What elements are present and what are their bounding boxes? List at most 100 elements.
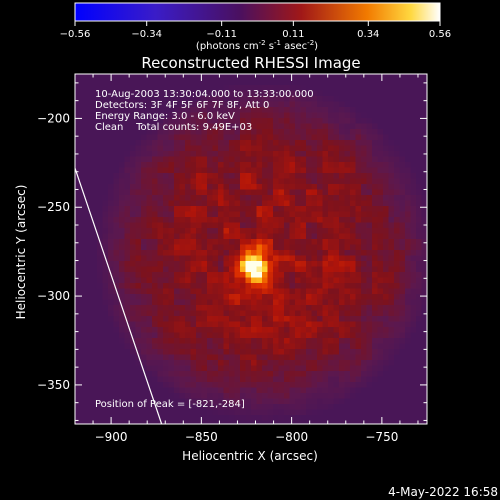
- heatmap-cell: [229, 376, 235, 383]
- heatmap-cell: [311, 294, 318, 300]
- heatmap-cell: [383, 332, 389, 339]
- heatmap-cell: [119, 134, 125, 141]
- heatmap-cell: [130, 288, 136, 295]
- heatmap-cell: [344, 244, 351, 251]
- heatmap-cell: [75, 239, 81, 245]
- heatmap-cell: [91, 211, 98, 218]
- heatmap-cell: [399, 277, 406, 284]
- heatmap-cell: [328, 310, 334, 317]
- heatmap-cell: [273, 90, 279, 97]
- heatmap-cell: [179, 310, 186, 317]
- heatmap-cell: [350, 338, 356, 344]
- heatmap-cell: [339, 107, 345, 113]
- heatmap-cell: [295, 288, 301, 295]
- heatmap-cell: [273, 409, 279, 416]
- heatmap-cell: [388, 387, 395, 394]
- heatmap-cell: [311, 393, 318, 399]
- heatmap-cell: [322, 173, 329, 179]
- heatmap-cell: [289, 327, 296, 333]
- heatmap-cell: [141, 409, 147, 416]
- heatmap-cell: [355, 294, 362, 300]
- heatmap-cell: [350, 112, 356, 119]
- heatmap-cell: [240, 415, 246, 421]
- heatmap-cell: [350, 404, 356, 410]
- heatmap-cell: [383, 173, 389, 179]
- heatmap-cell: [97, 371, 103, 377]
- heatmap-cell: [124, 79, 131, 86]
- heatmap-cell: [119, 354, 125, 361]
- heatmap-cell: [328, 178, 334, 185]
- heatmap-cell: [372, 354, 378, 361]
- heatmap-cell: [179, 354, 186, 361]
- heatmap-cell: [190, 354, 197, 361]
- heatmap-cell: [113, 255, 120, 262]
- heatmap-cell: [295, 118, 301, 124]
- heatmap-cell: [322, 354, 329, 361]
- heatmap-cell: [394, 244, 400, 251]
- heatmap-cell: [179, 338, 186, 344]
- heatmap-cell: [372, 294, 378, 300]
- heatmap-cell: [212, 310, 219, 317]
- heatmap-cell: [421, 420, 427, 424]
- heatmap-cell: [146, 233, 153, 240]
- heatmap-cell: [295, 184, 301, 190]
- heatmap-cell: [289, 321, 296, 328]
- heatmap-cell: [152, 360, 158, 366]
- heatmap-cell: [174, 151, 180, 157]
- heatmap-cell: [168, 162, 175, 168]
- heatmap-cell: [394, 156, 400, 163]
- heatmap-cell: [399, 409, 406, 416]
- heatmap-cell: [135, 376, 142, 383]
- heatmap-cell: [311, 420, 318, 424]
- heatmap-cell: [185, 409, 191, 416]
- heatmap-cell: [179, 321, 186, 328]
- heatmap-cell: [91, 151, 98, 157]
- heatmap-cell: [146, 338, 153, 344]
- heatmap-cell: [278, 79, 285, 86]
- colorbar-tick-labels: −0.56 −0.34 −0.11 0.11 0.34 0.56: [60, 29, 451, 40]
- heatmap-cell: [311, 228, 318, 234]
- heatmap-cell: [218, 189, 224, 196]
- heatmap-cell: [141, 145, 147, 152]
- heatmap-cell: [306, 332, 312, 339]
- heatmap-cell: [234, 228, 241, 234]
- heatmap-cell: [322, 134, 329, 141]
- heatmap-cell: [152, 294, 158, 300]
- heatmap-cell: [377, 167, 384, 174]
- heatmap-cell: [201, 173, 208, 179]
- heatmap-cell: [328, 90, 334, 97]
- heatmap-cell: [399, 365, 406, 372]
- heatmap-cell: [196, 420, 202, 424]
- heatmap-cell: [130, 266, 136, 273]
- heatmap-cell: [146, 244, 153, 251]
- heatmap-cell: [383, 272, 389, 278]
- heatmap-cell: [212, 299, 219, 306]
- heatmap-cell: [245, 145, 252, 152]
- heatmap-cell: [234, 129, 241, 135]
- heatmap-cell: [322, 294, 329, 300]
- heatmap-cell: [201, 140, 208, 146]
- heatmap-cell: [168, 376, 175, 383]
- heatmap-cell: [394, 261, 400, 267]
- heatmap-cell: [102, 96, 109, 102]
- heatmap-cell: [102, 211, 109, 218]
- heatmap-cell: [317, 101, 323, 108]
- heatmap-cell: [317, 162, 323, 168]
- heatmap-cell: [179, 79, 186, 86]
- heatmap-cell: [256, 250, 263, 256]
- heatmap-cell: [405, 343, 411, 350]
- heatmap-cell: [86, 140, 92, 146]
- heatmap-cell: [80, 101, 87, 108]
- heatmap-cell: [421, 206, 427, 212]
- heatmap-cell: [207, 332, 213, 339]
- heatmap-cell: [311, 387, 318, 394]
- heatmap-cell: [229, 332, 235, 339]
- heatmap-cell: [75, 354, 81, 361]
- heatmap-cell: [251, 129, 257, 135]
- heatmap-cell: [152, 299, 158, 306]
- heatmap-cell: [124, 288, 131, 295]
- heatmap-cell: [124, 393, 131, 399]
- heatmap-cell: [322, 79, 329, 86]
- heatmap-cell: [223, 151, 230, 157]
- heatmap-cell: [201, 376, 208, 383]
